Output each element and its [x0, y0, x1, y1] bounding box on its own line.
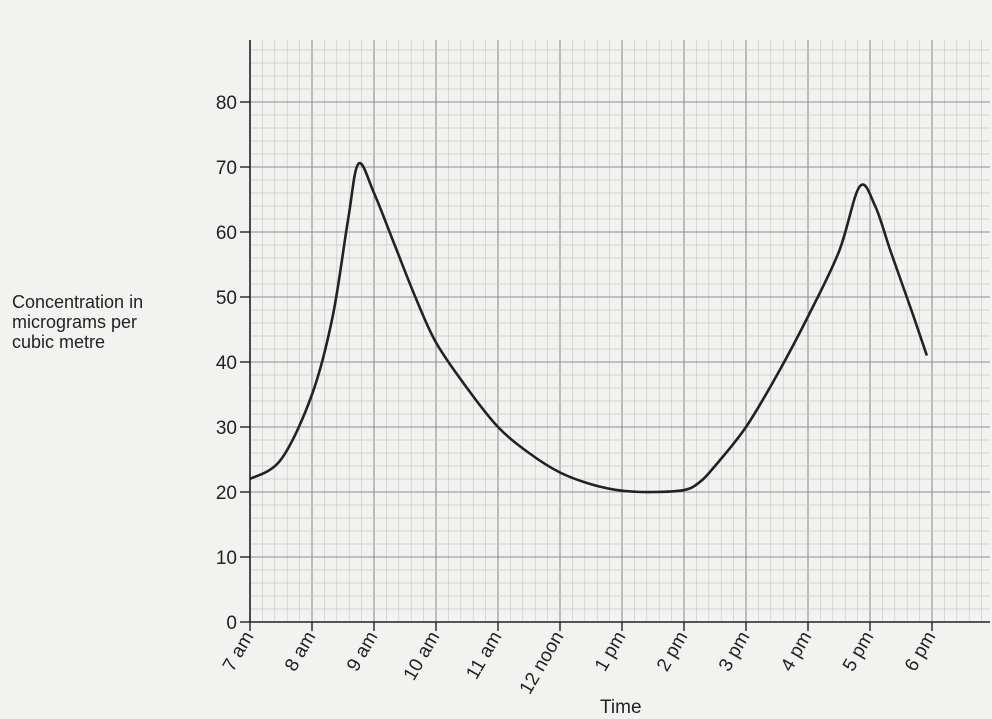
y-axis-label-line-1: Concentration in: [12, 292, 144, 312]
y-axis-label-line-2: micrograms per: [12, 312, 138, 332]
y-tick-label: 60: [216, 223, 237, 244]
y-tick-label: 10: [216, 548, 237, 569]
y-tick-label: 40: [216, 353, 237, 374]
y-tick-label: 20: [216, 483, 237, 504]
y-tick-label: 80: [216, 93, 237, 114]
y-tick-label: 50: [216, 288, 237, 309]
y-tick-label: 0: [226, 613, 237, 634]
x-axis-label: Time: [600, 697, 642, 718]
y-tick-label: 70: [216, 158, 237, 179]
y-tick-label: 30: [216, 418, 237, 439]
concentration-line: [249, 161, 929, 494]
y-axis-label: Concentration in micrograms per cubic me…: [12, 292, 143, 352]
y-axis-label-line-3: cubic metre: [12, 332, 106, 352]
